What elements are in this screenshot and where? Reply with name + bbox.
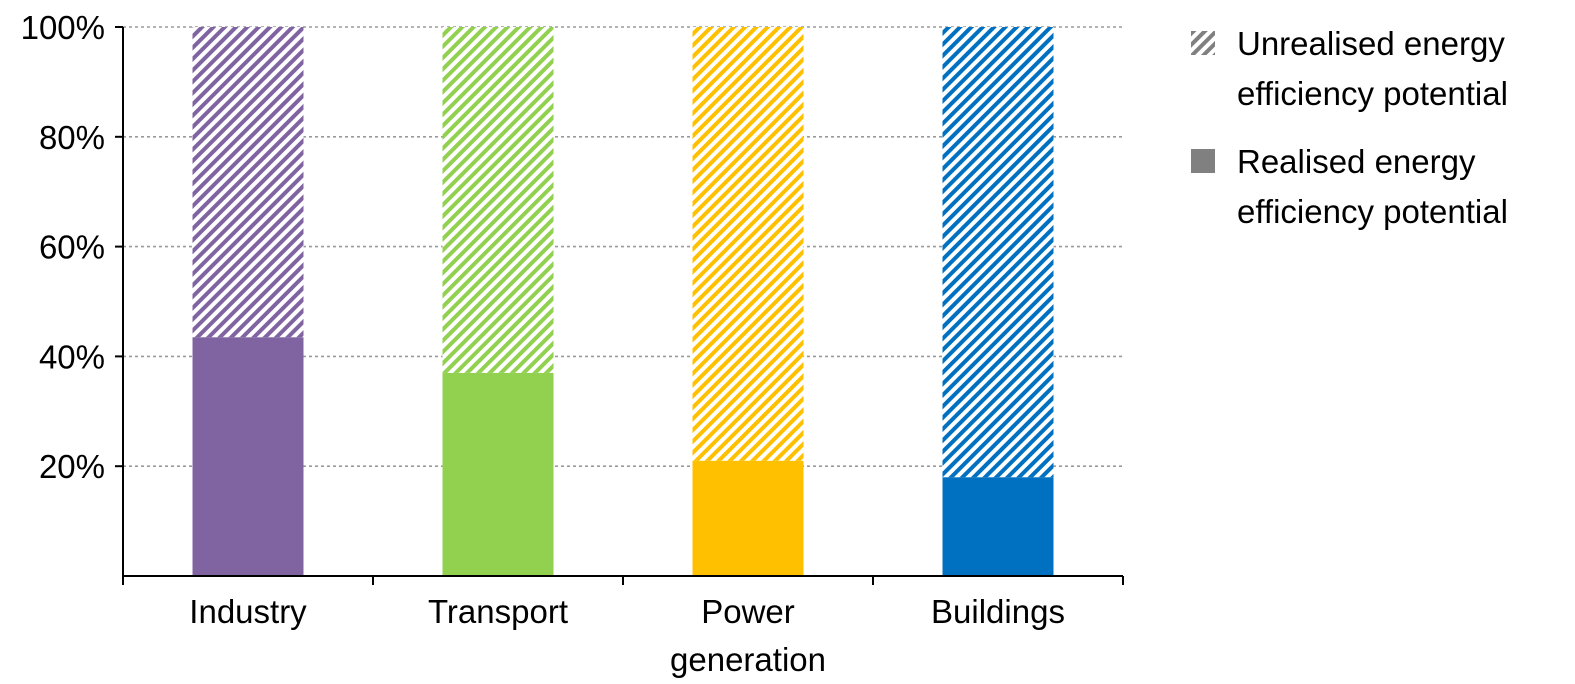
y-tick-label: 40% [39, 338, 105, 375]
x-category-label: Transport [428, 593, 568, 630]
bar-unrealised-industry [192, 27, 304, 338]
bar-realised-industry [192, 337, 304, 576]
bar-realised-buildings [942, 477, 1054, 576]
bar-unrealised-transport [442, 27, 554, 373]
x-category-label: Buildings [931, 593, 1065, 630]
legend-label: Unrealised energy efficiency potential [1237, 25, 1508, 112]
x-category-label: Power generation [670, 593, 826, 678]
legend-swatch [1191, 31, 1215, 55]
bar-realised-transport [442, 372, 554, 576]
legend-item: Realised energy efficiency potential [1191, 143, 1508, 230]
bar-unrealised-power-generation [692, 27, 804, 461]
x-category-label: Industry [189, 593, 307, 630]
bars [192, 27, 1054, 576]
bar-realised-power-generation [692, 460, 804, 576]
y-tick-label: 20% [39, 448, 105, 485]
y-tick-label: 80% [39, 119, 105, 156]
axes: 20% 40% 60% 80% 100% Industry Transport Power ge… [21, 9, 1124, 678]
legend: Unrealised energy efficiency potential Rea… [1191, 25, 1508, 230]
bar-unrealised-buildings [942, 27, 1054, 478]
legend-label: Realised energy efficiency potential [1237, 143, 1508, 230]
y-tick-label: 100% [21, 9, 105, 46]
legend-swatch [1191, 149, 1215, 173]
legend-item: Unrealised energy efficiency potential [1191, 25, 1508, 112]
y-tick-label: 60% [39, 229, 105, 266]
gridlines [123, 26, 1123, 468]
